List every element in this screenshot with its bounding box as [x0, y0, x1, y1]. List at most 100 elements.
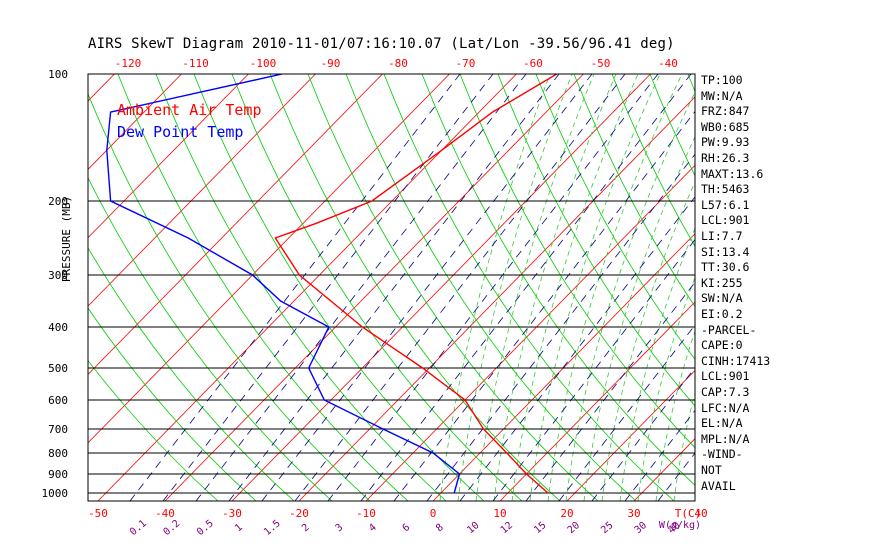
mixing-ratio-tick-label: 12: [499, 520, 515, 536]
mixing-ratio-tick-label: 0.5: [195, 518, 216, 538]
mixing-ratio-line: [591, 367, 695, 501]
dry-adiabat-line: [649, 74, 695, 177]
pressure-tick-label: 400: [48, 321, 68, 334]
index-row: TT:30.6: [701, 260, 750, 275]
pressure-tick-label: 600: [48, 394, 68, 407]
index-row: LCL:901: [701, 369, 750, 384]
moist-adiabat-line: [655, 329, 695, 501]
index-row: EL:N/A: [701, 416, 743, 431]
temp-tick-label: -40: [155, 507, 175, 520]
plot-border: [87, 73, 696, 502]
dry-adiabat-line: [117, 74, 409, 501]
dry-adiabat-line: [535, 74, 695, 360]
top-temp-tick-label: -100: [250, 57, 277, 70]
pressure-tick-label: 100: [48, 68, 68, 81]
moist-adiabat-line: [583, 135, 695, 501]
mixing-ratio-tick-label: 25: [599, 520, 615, 536]
index-row: KI:255: [701, 275, 743, 290]
top-temp-tick-label: -80: [388, 57, 408, 70]
index-row: LI:7.7: [701, 229, 743, 243]
temp-tick-label: 10: [493, 507, 506, 520]
mixing-ratio-line: [492, 238, 695, 501]
dry-adiabat-line: [383, 74, 675, 501]
mixing-ratio-line: [327, 74, 659, 501]
top-temp-tick-label: -60: [523, 57, 543, 70]
dry-adiabat-line: [421, 74, 695, 486]
isotherm-line: [164, 74, 584, 501]
index-row: L57:6.1: [701, 197, 750, 212]
isotherm-line: [0, 74, 47, 501]
moist-adiabat-line: [565, 91, 695, 501]
legend-dewpoint: Dew Point Temp: [117, 123, 244, 141]
temp-tick-label: -20: [289, 507, 309, 520]
top-temp-tick-label: -40: [658, 57, 678, 70]
mixing-ratio-tick-label: 15: [532, 520, 548, 536]
mixing-ratio-unit-label: W(g/kg): [659, 520, 701, 531]
dry-adiabat-line: [88, 307, 257, 501]
temp-tick-label: -30: [222, 507, 242, 520]
mixing-ratio-tick-label: 30: [633, 520, 649, 536]
top-temp-tick-label: -70: [456, 57, 476, 70]
chart-title: AIRS SkewT Diagram 2010-11-01/07:16:10.0…: [88, 36, 675, 52]
mixing-ratio-tick-label: 2: [300, 522, 312, 534]
isotherm-line: [88, 74, 383, 376]
pressure-tick-label: 200: [48, 195, 68, 208]
moist-adiabat-line: [529, 74, 661, 501]
isotherm-line: [88, 74, 249, 239]
dry-adiabat-line: [497, 74, 695, 407]
moist-adiabat-line: [601, 181, 695, 501]
y-axis-label: PRESSURE (MB): [60, 195, 73, 282]
dry-adiabat-line: [269, 74, 561, 501]
index-row: RH:26.3: [701, 151, 750, 165]
temp-unit-label: T(C): [675, 507, 702, 520]
index-row: FRZ:847: [701, 104, 750, 119]
temp-tick-label: 40: [694, 507, 707, 520]
dry-adiabat-line: [459, 74, 695, 449]
index-row: TP:100: [701, 73, 743, 87]
pressure-tick-label: 500: [48, 362, 68, 375]
temp-tick-label: 0: [430, 507, 437, 520]
isotherm-line: [566, 369, 695, 501]
isotherm-line: [432, 233, 695, 501]
top-temp-tick-label: -90: [321, 57, 341, 70]
isotherm-line: [88, 74, 450, 444]
mixing-ratio-tick-label: 10: [465, 520, 481, 536]
mixing-ratio-tick-label: 0.1: [128, 518, 149, 538]
isotherm-line: [499, 301, 695, 501]
index-row: NOT: [701, 463, 722, 477]
mixing-ratio-tick-label: 4: [367, 522, 379, 534]
mixing-ratio-line: [393, 110, 695, 501]
mixing-ratio-line: [426, 153, 695, 501]
dry-adiabat-line: [88, 176, 333, 501]
moist-adiabat-line: [475, 74, 595, 501]
top-temp-tick-label: -50: [591, 57, 611, 70]
index-row: CAP:7.3: [701, 385, 750, 399]
isotherm-line: [365, 164, 695, 501]
mixing-ratio-tick-label: 20: [566, 520, 582, 536]
mixing-ratio-line: [129, 74, 461, 501]
mixing-ratio-tick-label: 0.2: [161, 518, 182, 538]
mixing-ratio-line: [261, 74, 593, 501]
isotherm-line: [88, 74, 316, 307]
background-lines: [0, 74, 695, 501]
mixing-ratio-line: [459, 196, 695, 501]
index-row: -PARCEL-: [701, 322, 757, 337]
moist-adiabat-line: [547, 74, 683, 501]
index-row: MAXT:13.6: [701, 166, 764, 181]
mixing-ratio-line: [558, 324, 695, 501]
index-row: AVAIL: [701, 478, 736, 493]
mixing-ratio-line: [657, 452, 695, 501]
temp-tick-label: 30: [627, 507, 640, 520]
moist-adiabat-line: [637, 276, 695, 501]
ambient-temp-line: [274, 74, 558, 494]
dry-adiabat-line: [611, 74, 695, 247]
temp-tick-label: -10: [356, 507, 376, 520]
mixing-ratio-tick-label: 1.5: [262, 518, 283, 538]
mixing-ratio-tick-label: 8: [434, 522, 446, 534]
index-row: CINH:17413: [701, 353, 771, 368]
temp-tick-label: -50: [88, 507, 108, 520]
dry-adiabat-line: [345, 74, 637, 501]
index-row: LCL:901: [701, 213, 750, 228]
